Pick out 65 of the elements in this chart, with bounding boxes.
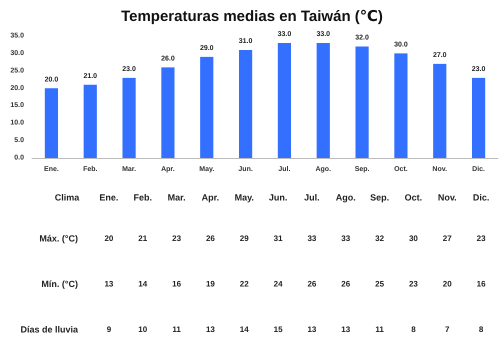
x-tick-label: Ene. [99,192,118,202]
data-label: 19 [206,280,216,288]
data-label: 30 [408,234,418,244]
x-tick-label: Apr. [202,192,220,202]
data-label: 11 [172,324,182,334]
data-label: 22 [240,280,250,288]
bar [84,84,97,158]
data-label: 13 [206,324,216,334]
data-label: 24 [274,280,284,288]
data-label: 26 [341,280,351,288]
data-label: 23 [408,280,418,288]
data-label: 21 [138,234,148,244]
data-label: 13 [307,324,317,334]
data-label: 33 [341,234,351,244]
x-tick-label: Oct. [404,192,422,202]
data-label: 16 [172,280,182,288]
bar [44,88,58,158]
y-tick-label: Días de lluvia [20,324,79,334]
x-tick-label: Feb. [133,192,152,202]
data-label: 23 [476,234,486,244]
x-tick-label: Mar. [168,192,186,202]
y-tick-label: Mín. (°C) [41,279,78,289]
x-tick-label: Sep. [370,192,390,202]
y-tick-label: Máx. (°C) [39,234,78,244]
bar [355,46,369,158]
chart-title: Temperaturas medias en Taiwán (℃) [121,8,383,25]
x-tick-label: Dic. [472,192,490,202]
data-label: 8 [411,324,416,334]
data-label: 10 [138,324,148,334]
bar [238,50,252,158]
data-label: 27 [442,234,452,244]
bar [394,53,408,158]
data-label: 14 [138,280,148,288]
data-label: 31 [274,234,284,244]
data-label: 26 [307,280,317,288]
data-label: 16 [476,280,486,288]
bar [433,64,446,158]
data-label: 14 [240,324,250,334]
bar [278,42,292,158]
data-label: 15 [274,324,284,334]
data-label: 20 [104,234,114,244]
data-label: 13 [104,280,114,288]
y-axis-title: Clima [54,192,80,202]
x-tick-label: Jul. [304,192,320,202]
x-tick-label: Nov. [438,192,457,202]
data-label: 26 [206,234,216,244]
bar [122,78,136,158]
x-tick-label: May. [234,192,254,202]
data-label: 25 [375,280,385,288]
data-label: 13 [341,324,351,334]
data-label: 11 [375,324,384,334]
bar [316,42,330,158]
data-label: 8 [478,324,484,334]
x-tick-label: Jun. [268,192,288,202]
data-label: 7 [445,324,450,334]
data-label: 29 [240,234,250,244]
data-label: 23 [172,234,182,244]
data-label: 32 [375,234,385,244]
data-label: 20 [442,280,452,288]
data-label: 9 [106,324,112,334]
bar [200,56,214,158]
bar [472,78,486,158]
data-label: 33 [307,234,317,244]
bar [161,67,175,158]
x-tick-label: Ago. [336,192,356,202]
